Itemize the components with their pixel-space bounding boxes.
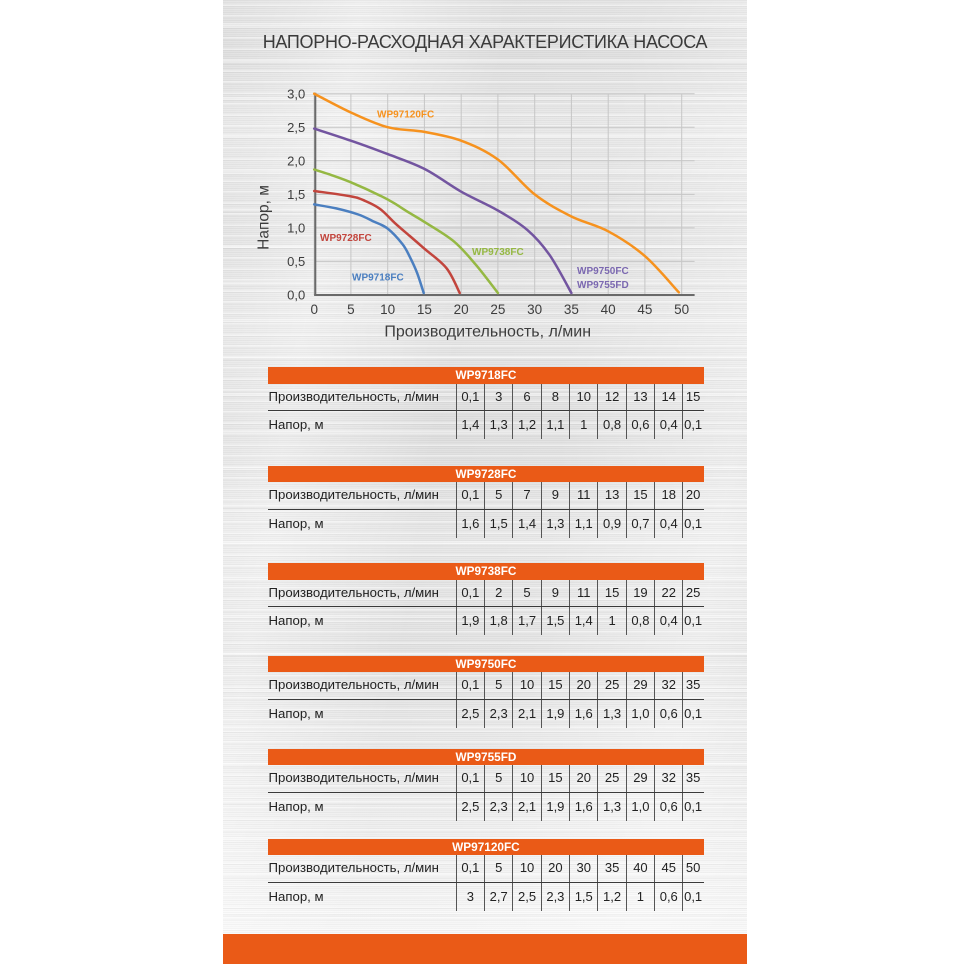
svg-text:WP97120FC: WP97120FC	[377, 110, 434, 121]
svg-text:WP9755FD: WP9755FD	[577, 280, 629, 291]
svg-text:25: 25	[490, 302, 505, 317]
svg-text:10: 10	[380, 302, 395, 317]
svg-text:0,0: 0,0	[287, 288, 305, 303]
svg-text:1,0: 1,0	[287, 221, 305, 236]
svg-text:45: 45	[637, 302, 652, 317]
svg-text:30: 30	[527, 302, 542, 317]
svg-text:WP9750FC: WP9750FC	[577, 266, 629, 277]
svg-text:2,0: 2,0	[287, 153, 305, 168]
svg-text:15: 15	[417, 302, 432, 317]
svg-text:5: 5	[347, 302, 355, 317]
svg-text:2,5: 2,5	[287, 120, 305, 135]
svg-text:35: 35	[564, 302, 579, 317]
svg-text:50: 50	[674, 302, 689, 317]
svg-text:Напор, м: Напор, м	[256, 185, 273, 250]
svg-text:20: 20	[454, 302, 469, 317]
svg-text:0: 0	[310, 302, 318, 317]
svg-text:1,5: 1,5	[287, 187, 305, 202]
svg-text:WP9728FC: WP9728FC	[320, 233, 372, 244]
svg-text:3,0: 3,0	[287, 86, 305, 101]
svg-text:0,5: 0,5	[287, 254, 305, 269]
svg-text:WP9738FC: WP9738FC	[472, 247, 524, 258]
svg-text:Производительность, л/мин: Производительность, л/мин	[384, 324, 591, 341]
svg-text:WP9718FC: WP9718FC	[352, 273, 404, 284]
svg-text:40: 40	[601, 302, 616, 317]
